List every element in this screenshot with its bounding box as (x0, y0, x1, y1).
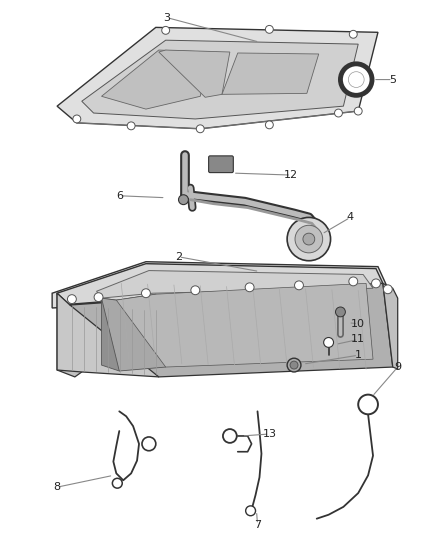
Text: 9: 9 (394, 362, 401, 372)
Circle shape (358, 394, 378, 414)
Circle shape (290, 361, 298, 369)
Polygon shape (57, 293, 159, 377)
Circle shape (196, 125, 204, 133)
Text: 13: 13 (262, 429, 276, 439)
Circle shape (162, 27, 170, 34)
Polygon shape (57, 293, 82, 377)
Polygon shape (383, 284, 398, 369)
Text: 1: 1 (355, 350, 362, 360)
Circle shape (336, 307, 346, 317)
Polygon shape (102, 298, 126, 371)
Circle shape (335, 109, 343, 117)
Text: 5: 5 (389, 75, 396, 85)
Circle shape (94, 293, 103, 302)
Text: 10: 10 (351, 319, 365, 329)
Polygon shape (159, 50, 230, 98)
Circle shape (354, 107, 362, 115)
Circle shape (141, 289, 150, 297)
Circle shape (350, 30, 357, 38)
Polygon shape (102, 294, 166, 371)
Text: 6: 6 (116, 191, 123, 201)
Circle shape (294, 281, 304, 290)
Text: 2: 2 (175, 252, 182, 262)
Circle shape (371, 279, 381, 288)
Circle shape (383, 285, 392, 294)
Circle shape (265, 121, 273, 129)
Text: 3: 3 (163, 13, 170, 22)
Text: 7: 7 (254, 520, 261, 530)
Circle shape (340, 64, 372, 95)
Polygon shape (70, 284, 393, 377)
Circle shape (265, 26, 273, 33)
FancyBboxPatch shape (208, 156, 233, 173)
Circle shape (324, 337, 333, 348)
Circle shape (113, 478, 122, 488)
Circle shape (191, 286, 200, 295)
Circle shape (67, 295, 76, 304)
Circle shape (348, 72, 364, 87)
Polygon shape (96, 271, 373, 298)
Circle shape (287, 217, 331, 261)
Circle shape (303, 233, 315, 245)
Text: 8: 8 (53, 482, 60, 492)
Text: 12: 12 (284, 170, 298, 180)
Circle shape (127, 122, 135, 130)
Polygon shape (57, 264, 383, 305)
Text: 4: 4 (347, 213, 354, 222)
Polygon shape (82, 40, 358, 119)
Polygon shape (57, 27, 378, 129)
Polygon shape (52, 262, 388, 308)
Circle shape (349, 277, 358, 286)
Polygon shape (222, 53, 319, 94)
Text: 11: 11 (351, 335, 365, 344)
Circle shape (179, 195, 188, 205)
Polygon shape (102, 50, 210, 109)
Circle shape (246, 506, 255, 516)
Circle shape (287, 358, 301, 372)
Circle shape (142, 437, 156, 451)
Circle shape (223, 429, 237, 443)
Circle shape (73, 115, 81, 123)
Polygon shape (117, 284, 373, 367)
Circle shape (245, 283, 254, 292)
Circle shape (295, 225, 323, 253)
